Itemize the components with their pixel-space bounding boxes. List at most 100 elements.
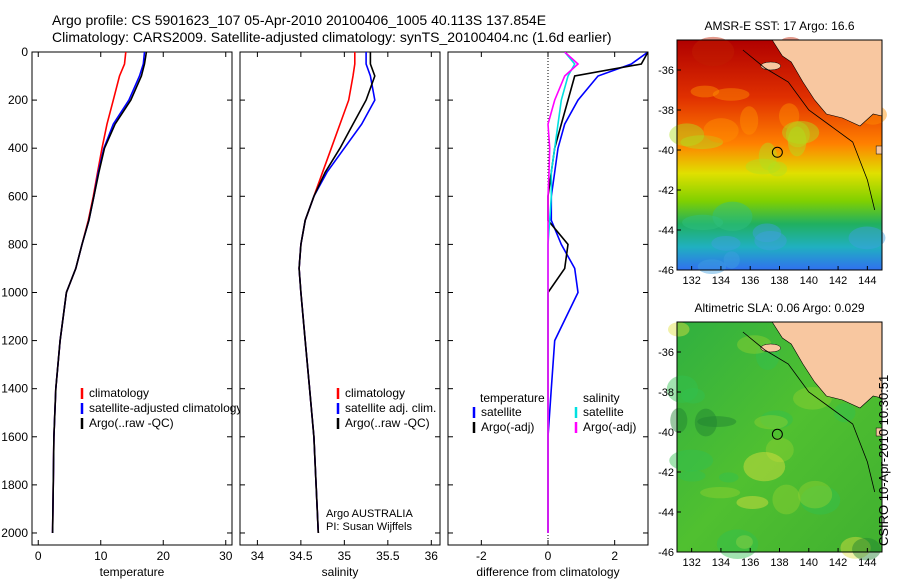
map-texture [670,407,688,433]
map-texture [754,230,787,251]
x-tick-label: 35 [338,549,352,563]
x-tick-label: 35.5 [376,549,400,563]
y-tick-label: 1600 [1,430,28,444]
x-axis-label: difference from climatology [476,565,619,579]
x-tick-label: 140 [800,557,818,569]
map-texture [697,416,737,428]
legend-entry: Argo(..raw -QC) [345,416,430,430]
map-texture [752,223,782,243]
x-tick-label: 136 [741,557,759,569]
map-title: AMSR-E SST: 17 Argo: 16.6 [704,19,854,33]
legend-group-title: temperature [480,391,545,405]
x-tick-label: 134 [712,275,730,287]
series-line-3 [298,52,376,534]
map-texture [778,103,800,129]
map-texture [716,529,759,560]
y-tick-label: -46 [658,547,674,559]
map-texture [739,106,759,135]
map-texture [785,121,810,148]
x-tick-label: 30 [219,549,233,563]
map-texture [758,142,777,171]
x-tick-label: 36 [425,549,439,563]
y-tick-label: -36 [658,65,674,77]
map-texture [848,226,886,250]
island [760,61,781,71]
x-tick-label: 2 [611,549,618,563]
map-texture [754,415,788,430]
y-tick-label: 0 [21,45,28,59]
y-tick-label: -44 [658,225,674,237]
x-tick-label: 138 [770,275,788,287]
map-texture [781,120,820,144]
x-tick-label: 10 [94,549,108,563]
map-texture [743,451,786,482]
x-tick-label: 136 [741,275,759,287]
island [875,145,883,155]
map-texture [681,388,705,404]
x-tick-label: 34 [251,549,265,563]
y-tick-label: -46 [658,265,674,277]
legend-entry: Argo(..raw -QC) [89,416,174,430]
legend-entry: satellite adj. clim. [345,401,436,415]
x-tick-label: 34.5 [289,549,313,563]
map-texture [852,537,881,561]
island [760,343,781,353]
x-tick-label: 144 [858,557,876,569]
map-texture [691,36,735,67]
map-texture [736,495,769,510]
y-tick-label: 1200 [1,334,28,348]
y-tick-label: 400 [8,141,28,155]
profile-panel-3: -2 0 2 difference from climatology temperatu… [447,51,649,579]
float-position-marker [771,146,783,158]
timestamp-label: CSIRO 10-Apr-2010 10:30:51 [876,375,891,546]
profile-panel-2: 34 34.5 35 35.5 36 salinity climatologysatelli… [239,51,441,579]
y-tick-label: -38 [658,105,674,117]
map-texture [680,135,724,150]
plot-frame [31,51,233,546]
y-tick-label: 1800 [1,478,28,492]
map-texture [797,480,833,509]
y-tick-label: -40 [658,427,674,439]
legend-entry: climatology [89,386,149,400]
series-line-4 [547,52,580,533]
map-texture [700,486,741,499]
map-texture [668,322,690,337]
series-line-1 [547,52,648,533]
x-axis-label: temperature [100,565,165,579]
legend-entry: climatology [345,386,405,400]
panel-annotation: Argo AUSTRALIA [326,508,413,520]
x-tick-label: 20 [157,549,171,563]
map-texture [723,251,740,269]
map-texture [712,88,750,101]
map-texture [694,408,717,437]
panel-annotation: PI: Susan Wijffels [326,521,412,533]
map-texture [718,472,739,483]
depth-contour [742,331,876,493]
map-texture [760,410,793,429]
legend-entry: satellite-adjusted climatology [89,401,242,415]
figure-title-line2: Climatology: CARS2009. Satellite-adjuste… [52,29,612,45]
profile-panel-1: 0 10 20 30 0 200 400 600 800 1000 1200 1400 1600 1800… [1,45,242,579]
series-line-3 [51,52,148,534]
legend-entry: satellite [583,405,624,419]
y-tick-label: -36 [658,347,674,359]
map-texture [800,485,841,515]
plot-frame [239,51,441,546]
y-tick-label: -42 [658,467,674,479]
map-texture [666,375,699,403]
x-tick-label: 0 [545,549,552,563]
float-position-marker [771,428,783,440]
depth-contour [742,49,876,211]
y-tick-label: 1000 [1,285,28,299]
x-tick-label: 142 [829,557,847,569]
x-tick-label: 132 [682,275,700,287]
map-texture [735,535,753,549]
y-tick-label: -38 [658,387,674,399]
map-texture [697,259,727,275]
y-tick-label: 800 [8,237,28,251]
x-tick-label: 138 [770,557,788,569]
figure-title-line1: Argo profile: CS 5901623_107 05-Apr-2010… [52,12,547,28]
map-texture [772,484,801,515]
y-tick-label: 2000 [1,526,28,540]
